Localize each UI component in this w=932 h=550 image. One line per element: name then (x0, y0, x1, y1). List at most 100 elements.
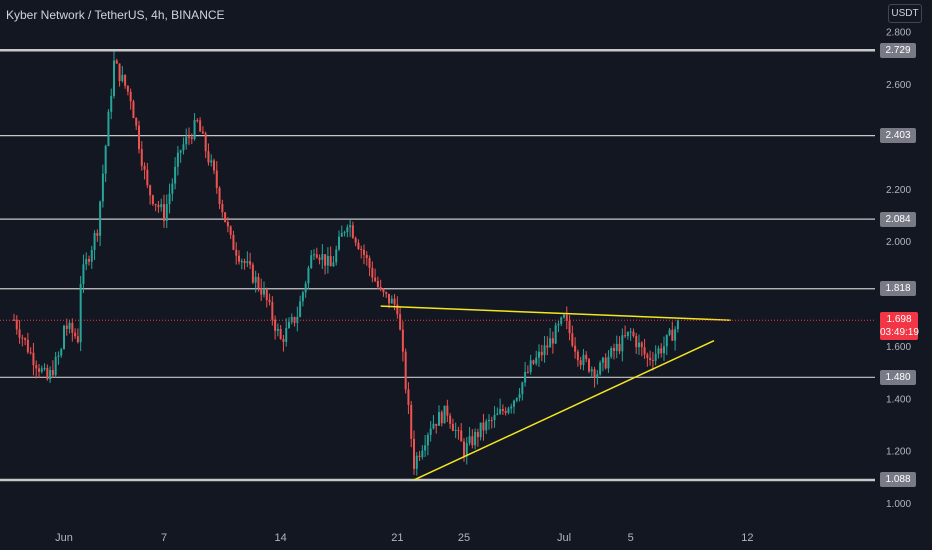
candle-body (151, 195, 154, 205)
candle-body (460, 430, 463, 442)
trendline-resistance[interactable] (380, 305, 731, 321)
currency-badge[interactable]: USDT (888, 4, 922, 23)
candle-body (376, 281, 379, 288)
candle-body (613, 347, 615, 351)
candle-body (490, 419, 493, 421)
y-tick-label: 2.800 (886, 28, 911, 39)
candle-body (615, 343, 618, 351)
candle-body (29, 352, 32, 354)
candle-body (140, 149, 143, 166)
y-tick-label: 1.600 (886, 342, 911, 353)
candle-body (629, 331, 632, 333)
x-tick-label: 25 (458, 532, 470, 544)
candle-body (504, 410, 507, 413)
candle-body (135, 118, 138, 126)
candle-body (421, 450, 424, 458)
candle-body (246, 261, 249, 264)
candle-body (532, 360, 535, 364)
candle-body (276, 328, 279, 331)
candle-body (24, 338, 27, 340)
candle-body (124, 74, 127, 86)
candle-body (176, 152, 179, 167)
candle-body (546, 345, 549, 348)
candle-body (363, 249, 365, 255)
candle-body (565, 314, 568, 321)
candle-body (290, 317, 293, 322)
candle-body (501, 409, 504, 411)
candle-body (304, 283, 307, 293)
x-tick-label: 21 (391, 532, 403, 544)
candle-body (190, 137, 193, 140)
candle-body (32, 352, 35, 366)
candle-body (338, 236, 340, 250)
candle-body (215, 170, 218, 188)
candle-body (315, 254, 318, 258)
candle-body (349, 225, 352, 228)
candle-body (235, 249, 238, 256)
candle-body (282, 338, 285, 342)
candle-body (326, 256, 329, 266)
candle-body (343, 232, 346, 234)
candle-body (60, 349, 63, 356)
candle-body (229, 226, 232, 235)
chart-title: Kyber Network / TetherUS, 4h, BINANCE (6, 8, 225, 22)
candle-body (596, 374, 599, 378)
candle-body (382, 289, 385, 293)
candle-body (99, 201, 102, 236)
candle-body (68, 323, 71, 329)
candle-body (35, 365, 38, 369)
x-tick-label: Jul (557, 532, 571, 544)
y-tick-label: 1.000 (886, 499, 911, 510)
candle-body (163, 204, 165, 221)
candle-body (279, 328, 282, 339)
candle-body (238, 255, 240, 262)
candle-body (482, 422, 485, 431)
candle-body (154, 204, 157, 206)
candle-body (288, 321, 290, 328)
time-axis: Jun 7 14 21 25 Jul 5 12 (55, 532, 753, 544)
candle-body (143, 165, 146, 170)
price-axis: 2.800 2.600 2.200 2.000 1.600 1.400 1.200 1.000 (886, 28, 911, 510)
candle-body (632, 331, 635, 337)
candle-body (426, 434, 429, 446)
candle-body (232, 234, 235, 250)
candle-body (574, 345, 577, 352)
candle-body (626, 331, 629, 337)
candle-body (396, 304, 399, 315)
level-tag-1.088: 1.088 (880, 472, 916, 488)
candle-body (332, 262, 335, 267)
trendline-support[interactable] (413, 339, 715, 481)
candle-body (321, 254, 324, 260)
candle-body (438, 412, 440, 426)
candle-body (260, 288, 263, 295)
candle-body (174, 166, 177, 184)
candle-body (549, 338, 552, 348)
candle-body (463, 441, 465, 457)
candle-body (424, 445, 427, 451)
candle-body (557, 323, 560, 326)
candle-body (640, 342, 643, 348)
candle-body (521, 382, 524, 395)
candle-body (115, 60, 118, 64)
candle-body (496, 413, 499, 415)
y-tick-label: 2.200 (886, 185, 911, 196)
candle-body (643, 347, 646, 355)
candle-body (265, 288, 268, 301)
candle-body (101, 173, 104, 202)
candle-body (488, 419, 490, 422)
candle-body (479, 422, 482, 438)
candle-body (635, 336, 638, 348)
candle-body (26, 339, 29, 353)
candle-body (390, 298, 393, 304)
candle-body (268, 300, 271, 302)
candle-body (599, 362, 602, 375)
candle-body (126, 85, 129, 92)
candle-body (651, 360, 654, 362)
candle-body (93, 233, 96, 250)
candle-body (385, 292, 388, 294)
candle-body (65, 325, 68, 329)
x-tick-label: Jun (55, 532, 73, 544)
candle-body (665, 334, 668, 347)
x-tick-label: 14 (275, 532, 287, 544)
